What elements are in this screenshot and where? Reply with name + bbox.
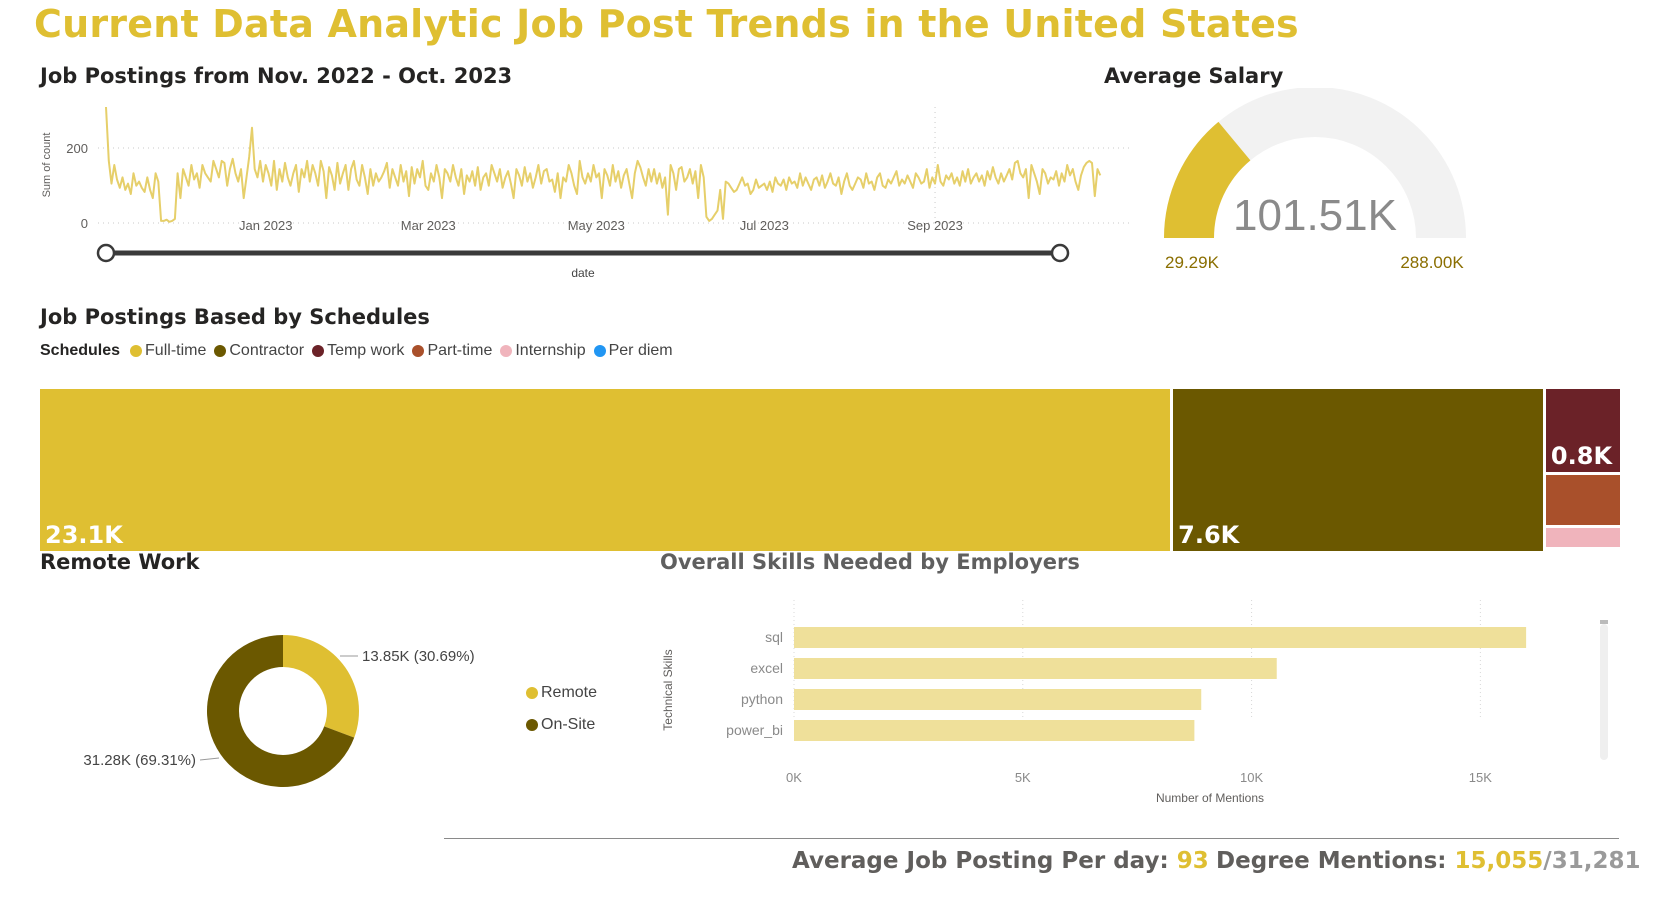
skill-bar-sql[interactable] [794,627,1527,648]
kpi-avg-postings: Average Job Posting Per day: 93 [792,848,1209,874]
legend-item-per-diem[interactable]: Per diem [593,342,673,360]
skill-bar-excel[interactable] [794,658,1277,679]
gauge-min-label: 29.29K [1165,253,1220,272]
x-tick-label: Jul 2023 [740,218,789,233]
treemap-cell-temp-work[interactable]: 0.8K [1545,389,1620,472]
kpi-degree-mentions: Degree Mentions: 15,055/31,281 [1216,848,1640,874]
treemap-title: Job Postings Based by Schedules [40,305,430,329]
legend-label: Part-time [427,342,493,359]
remote-donut-chart: 13.85K (30.69%) 31.28K (69.31%) [83,635,475,787]
legend-dot [130,345,143,357]
x-tick-label: Mar 2023 [401,218,456,233]
treemap-legend: Schedules Full-time Contractor Temp work… [40,342,681,360]
treemap-value-label: 7.6K [1178,521,1240,549]
skills-title: Overall Skills Needed by Employers [660,550,1080,574]
skills-y-axis-label: Technical Skills [661,649,675,730]
x-ticks: Jan 2023 Mar 2023 May 2023 Jul 2023 Sep 2023 [239,218,963,233]
legend-label: On-Site [541,716,596,733]
skills-bars: sql excel python power_bi [726,627,1527,741]
legend-item-full-time[interactable]: Full-time [130,342,206,360]
skill-category-label: python [741,691,783,707]
legend-dot [526,687,538,699]
kpi-degree-total: /31,281 [1543,848,1641,874]
legend-item-part-time[interactable]: Part-time [412,342,492,360]
schedule-treemap: 23.1K 7.6K 0.8K [40,389,1620,551]
skills-bar-chart: sql excel python power_bi 0K 5K 10K 15K Techni… [661,600,1608,805]
legend-dot [526,719,538,731]
y-tick-label: 200 [66,141,88,156]
skill-bar-power_bi[interactable] [794,720,1195,741]
date-slider-start-handle[interactable] [96,243,116,263]
skills-x-axis-label: Number of Mentions [1156,791,1264,805]
kpi-degree-value: 15,055 [1454,848,1544,874]
skills-x-tick-label: 5K [1015,770,1031,785]
legend-label: Remote [541,684,598,701]
salary-gauge: 101.51K 29.29K 288.00K [1164,88,1466,272]
legend-dot [500,345,513,357]
skill-category-label: power_bi [726,722,783,738]
treemap-value-label: 23.1K [45,521,123,549]
data-label-remote: 13.85K (30.69%) [362,648,475,665]
gauge-value-arc [1164,121,1252,239]
footer-divider [444,838,1619,839]
kpi-avg-value: 93 [1176,848,1209,874]
x-tick-label: Sep 2023 [907,218,963,233]
line-chart-grid [98,107,1132,224]
donut-title: Remote Work [40,550,200,574]
legend-title: Schedules [40,342,121,359]
skill-bar-python[interactable] [794,689,1202,710]
skill-category-label: excel [750,660,783,676]
line-chart-title: Job Postings from Nov. 2022 - Oct. 2023 [40,64,513,88]
skills-x-tick-label: 10K [1240,770,1263,785]
skill-category-label: sql [765,629,783,645]
data-label-on-site: 31.28K (69.31%) [83,752,196,769]
date-slider-end-handle[interactable] [1050,243,1070,263]
legend-label: Full-time [145,342,207,359]
kpi-avg-label: Average Job Posting Per day: [792,848,1169,874]
y-axis-label: Sum of count [41,133,53,198]
treemap-cell-contractor[interactable]: 7.6K [1173,389,1543,551]
treemap-cell-full-time[interactable]: 23.1K [40,389,1171,551]
legend-item-temp-work[interactable]: Temp work [312,342,404,360]
treemap-cell-part-time[interactable] [1545,474,1620,526]
treemap-cell-internship[interactable] [1545,528,1620,547]
legend-dot [214,345,227,357]
legend-item-on-site[interactable]: On-Site [526,716,595,734]
legend-item-remote[interactable]: Remote [526,684,597,702]
line-chart: Sum of count 200 0 Jan 2023 Mar 2023 May 2… [41,106,1132,280]
leader-line [199,757,220,761]
scrollbar[interactable] [1600,624,1608,760]
donut-slice-on-site[interactable] [207,635,355,787]
skills-x-tick-label: 15K [1469,770,1492,785]
x-tick-label: May 2023 [568,218,625,233]
page-title: Current Data Analytic Job Post Trends in… [34,2,1299,46]
legend-dot [312,345,325,357]
series-line [105,106,1102,223]
y-tick-label: 0 [81,216,88,231]
donut-slices [207,635,359,787]
gauge-max-label: 288.00K [1400,253,1464,272]
scrollbar-thumb[interactable] [1600,620,1608,624]
legend-label: Internship [515,342,586,359]
gauge-title: Average Salary [1104,64,1284,88]
legend-dot [593,345,606,357]
kpi-degree-label: Degree Mentions: [1216,848,1447,874]
gauge-value-label: 101.51K [1233,191,1397,240]
x-tick-label: Jan 2023 [239,218,293,233]
legend-label: Contractor [229,342,305,359]
donut-slice-remote[interactable] [283,635,359,738]
legend-label: Per diem [608,342,673,359]
skills-x-ticks: 0K 5K 10K 15K [786,770,1492,785]
slider-label: date [571,266,595,280]
legend-dot [412,345,425,357]
skills-x-tick-label: 0K [786,770,802,785]
legend-label: Temp work [327,342,405,359]
legend-item-contractor[interactable]: Contractor [214,342,304,360]
legend-item-internship[interactable]: Internship [500,342,586,360]
treemap-value-label: 0.8K [1550,441,1613,470]
